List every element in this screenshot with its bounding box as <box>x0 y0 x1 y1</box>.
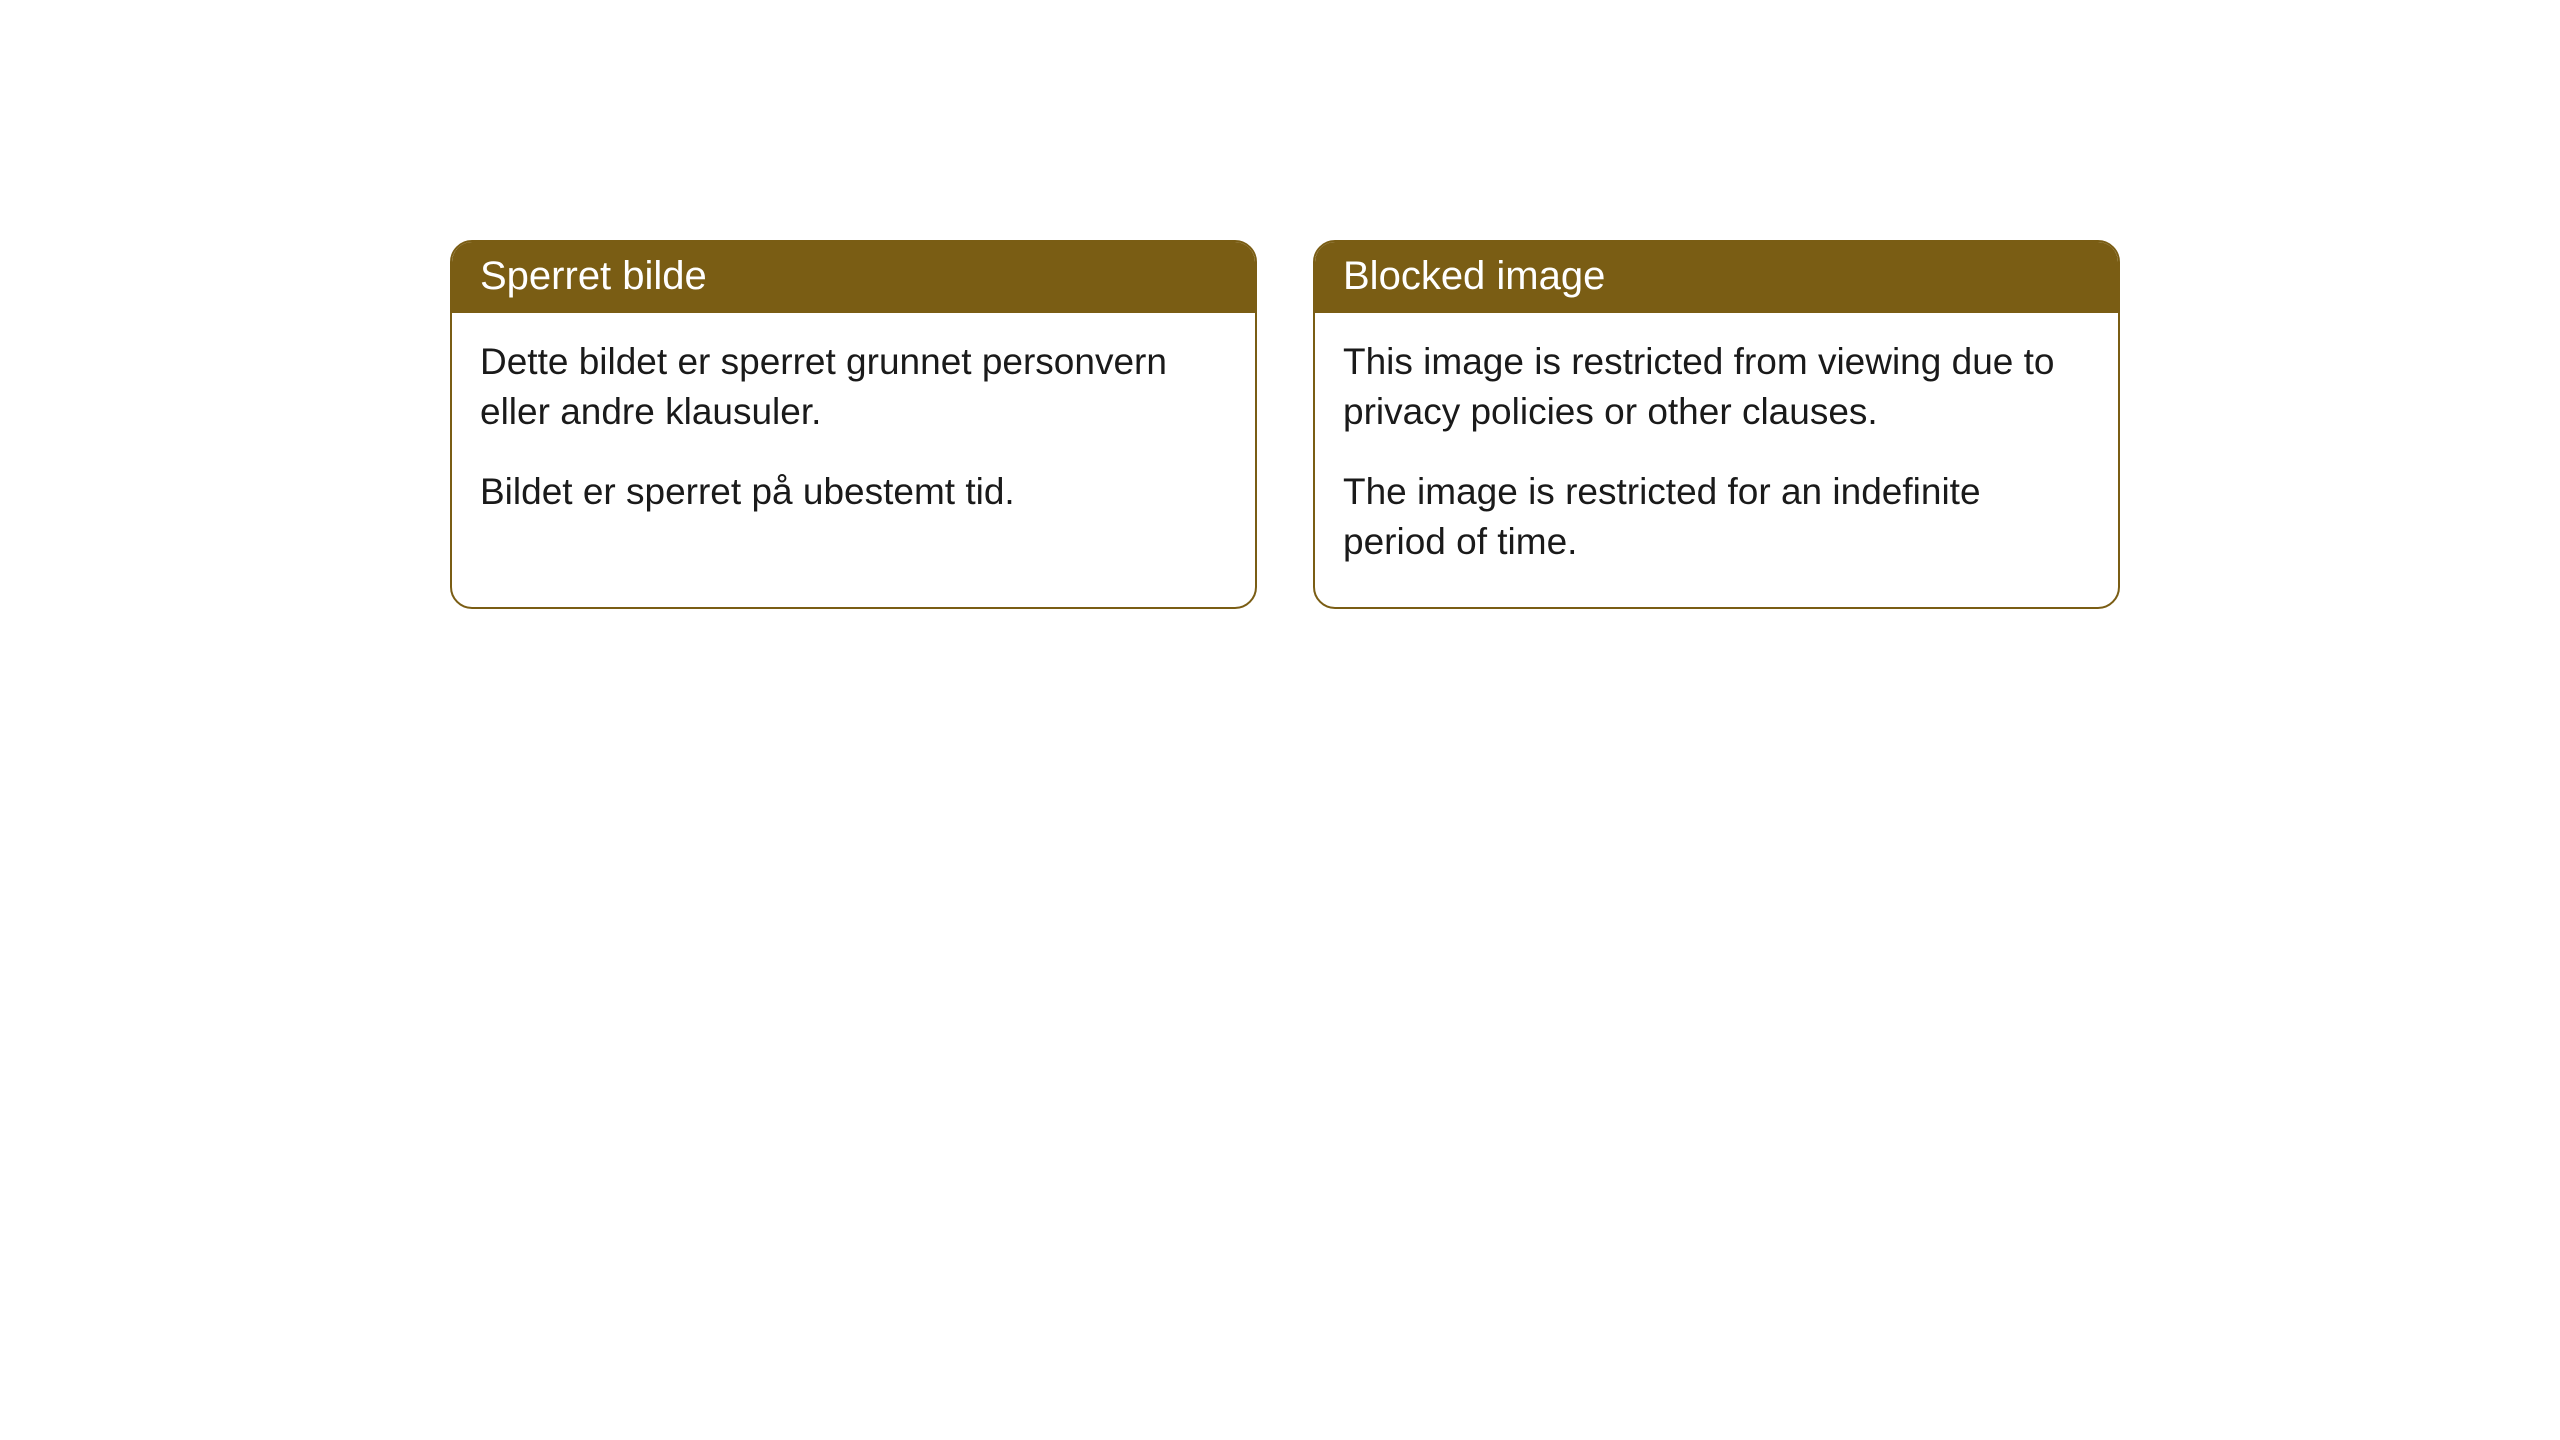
card-paragraph-english-2: The image is restricted for an indefinit… <box>1343 467 2090 567</box>
card-paragraph-norwegian-2: Bildet er sperret på ubestemt tid. <box>480 467 1227 517</box>
card-paragraph-english-1: This image is restricted from viewing du… <box>1343 337 2090 437</box>
card-body-norwegian: Dette bildet er sperret grunnet personve… <box>452 313 1255 557</box>
card-title-norwegian: Sperret bilde <box>452 242 1255 313</box>
notice-cards-container: Sperret bilde Dette bildet er sperret gr… <box>450 240 2120 609</box>
card-body-english: This image is restricted from viewing du… <box>1315 313 2118 607</box>
blocked-image-card-norwegian: Sperret bilde Dette bildet er sperret gr… <box>450 240 1257 609</box>
card-paragraph-norwegian-1: Dette bildet er sperret grunnet personve… <box>480 337 1227 437</box>
blocked-image-card-english: Blocked image This image is restricted f… <box>1313 240 2120 609</box>
card-title-english: Blocked image <box>1315 242 2118 313</box>
